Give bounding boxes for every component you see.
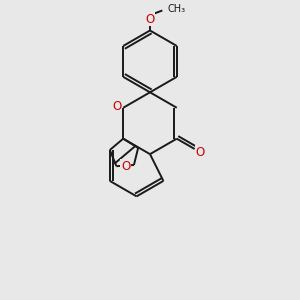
Text: O: O — [112, 100, 122, 113]
Text: O: O — [146, 13, 154, 26]
Text: CH₃: CH₃ — [168, 4, 186, 14]
Text: O: O — [196, 146, 205, 159]
Text: O: O — [121, 160, 130, 173]
